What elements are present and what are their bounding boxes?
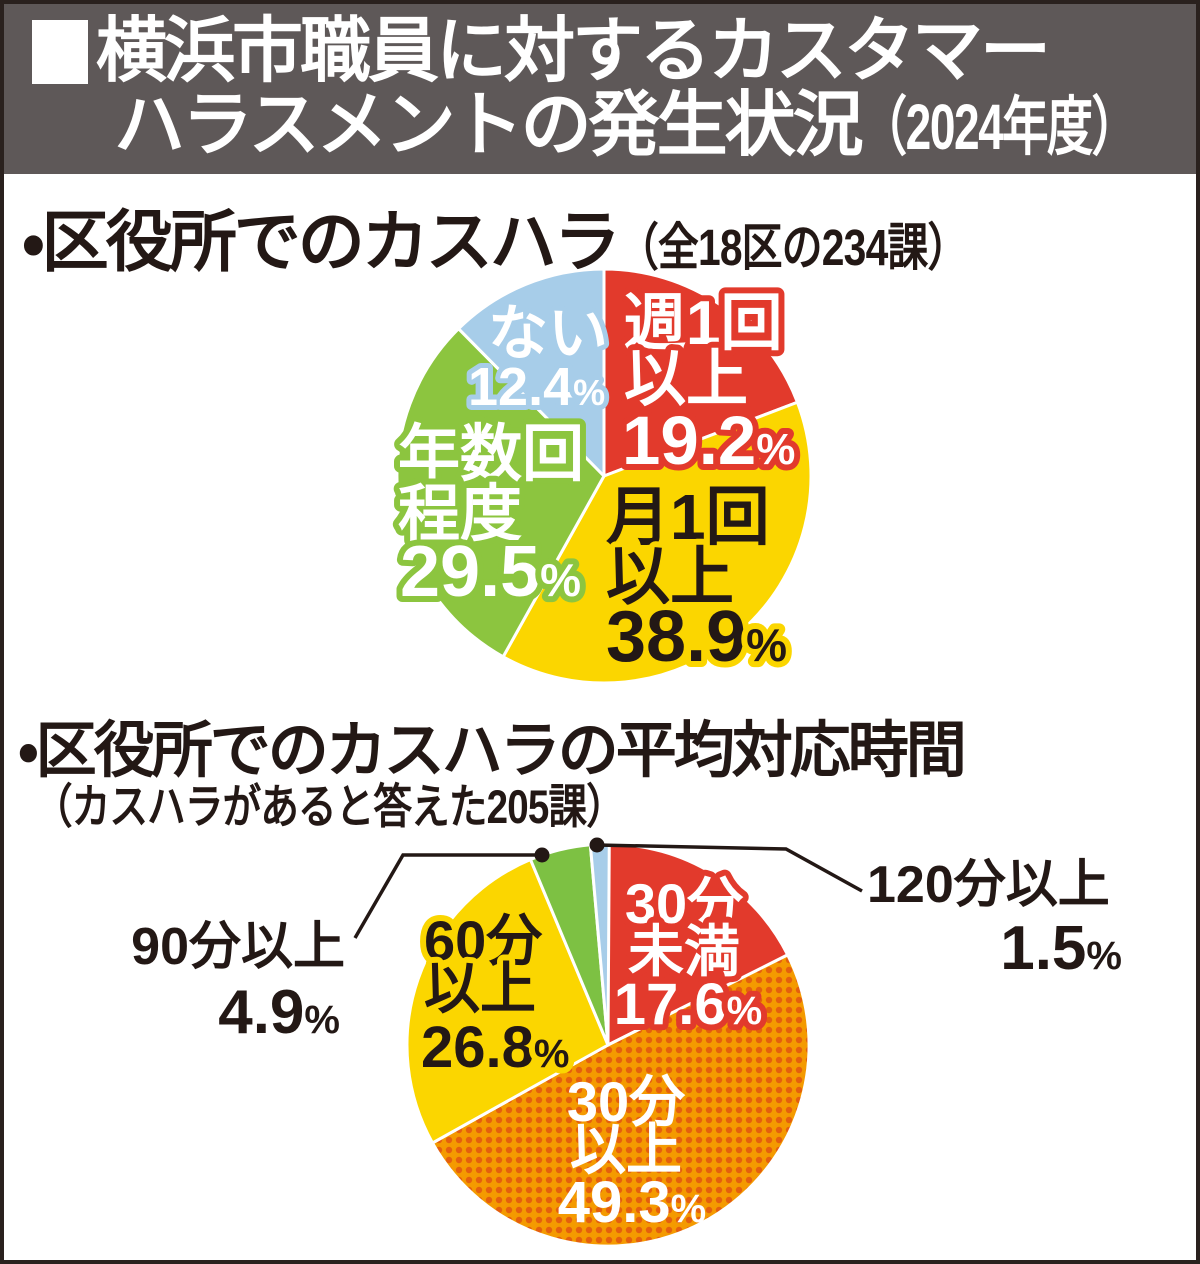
- pie2-label-over90: 90分以上 4.9%: [131, 918, 345, 1047]
- pie1-fewtimes-line1: 年数回: [398, 420, 584, 489]
- pie2-over30-line2: 以上: [570, 1118, 682, 1181]
- section2-title: ・区役所でのカスハラの平均対応時間: [18, 716, 967, 784]
- pie-slice-ない: [457, 267, 606, 478]
- leader-line-120min: [596, 843, 863, 893]
- pie2-label-over30: 30分 以上 49.3%: [558, 1070, 706, 1235]
- pie-slice-60分以上: [405, 858, 610, 1145]
- pie1-slices: [395, 267, 813, 685]
- pie1-monthly-line1: 月1回: [606, 481, 770, 553]
- pie1-none-pct: 12.4%: [468, 357, 605, 417]
- section2-heading: ・区役所でのカスハラの平均対応時間: [18, 700, 967, 789]
- pie1-monthly-line2: 以上: [606, 541, 734, 613]
- page-title-year: （2024年度）: [860, 91, 1138, 163]
- pie-slice-週1回以上: [602, 267, 799, 478]
- section1-title: ・区役所でのカスハラ: [22, 205, 621, 280]
- pie2-over60-line2: 以上: [424, 957, 536, 1020]
- header: 横浜市職員に対するカスタマー ハラスメントの発生状況 （2024年度）: [4, 4, 1196, 174]
- pie2-over60-line1: 60分: [424, 909, 543, 972]
- page-title-line1: 横浜市職員に対するカスタマー: [96, 12, 1051, 91]
- pie2-over30-pct: 49.3%: [558, 1170, 706, 1235]
- section2-note: （カスハラがあると答えた205課）: [34, 780, 625, 833]
- pie2-under30-pct: 17.6%: [614, 972, 762, 1037]
- section1-heading: ・区役所でのカスハラ （全18区の234課）: [22, 188, 1055, 285]
- leader-line-90min: [353, 853, 542, 939]
- pie1-fewtimes-line2: 程度: [398, 480, 522, 549]
- pie1-weekly-line1: 週1回: [624, 289, 782, 358]
- pie-slice-月1回以上: [501, 400, 813, 685]
- pie2-over90-pct: 4.9%: [218, 978, 340, 1047]
- pie-chart-response-time: 30分 未満 17.6% 30分 以上 49.3% 60分 以上 26.8% 9…: [131, 837, 1122, 1248]
- pie1-weekly-line2: 以上: [624, 345, 748, 414]
- square-bullet-icon: [32, 19, 88, 84]
- pie-slice-年数回程度: [395, 327, 606, 659]
- pie1-none-line1: ない: [488, 300, 608, 367]
- pie2-label-over120: 120分以上 1.5%: [867, 856, 1122, 983]
- pie2-over60-pct: 26.8%: [421, 1015, 569, 1080]
- leader-dot-90min: [534, 847, 550, 863]
- pie-chart-kasuhara-frequency: 週1回 以上 19.2% 月1回 以上 38.9% 年数回 程度 29.5% な…: [392, 267, 813, 685]
- page-title-line2: ハラスメントの発生状況: [114, 86, 864, 165]
- pie1-label-none: ない 12.4%: [463, 295, 613, 422]
- pie-slice-30分以上: [430, 953, 811, 1248]
- pie2-label-over60: 60分 以上 26.8%: [415, 903, 575, 1086]
- pie2-over120-pct: 1.5%: [1000, 914, 1122, 983]
- pie2-under30-line1: 30分: [625, 872, 744, 935]
- section1-note: （全18区の234課）: [617, 219, 968, 276]
- pie2-over30-line1: 30分: [567, 1070, 686, 1133]
- pie2-over90-label: 90分以上: [131, 918, 345, 976]
- pie1-fewtimes-pct: 29.5%: [400, 532, 581, 612]
- pie1-label-fewtimes: 年数回 程度 29.5%: [392, 414, 590, 618]
- header-line2: ハラスメントの発生状況 （2024年度）: [114, 86, 1196, 165]
- pie2-label-under30: 30分 未満 17.6%: [608, 866, 768, 1043]
- pie1-monthly-pct: 38.9%: [606, 597, 787, 677]
- pie1-weekly-pct: 19.2%: [622, 402, 795, 479]
- pie1-label-weekly: 週1回 以上 19.2%: [616, 283, 801, 485]
- pie2-under30-line2: 未満: [628, 920, 740, 983]
- pie1-label-monthly: 月1回 以上 38.9%: [600, 475, 793, 683]
- header-line1: 横浜市職員に対するカスタマー: [32, 12, 1051, 91]
- pie2-over120-label: 120分以上: [867, 856, 1110, 914]
- leader-dot-120min: [589, 837, 605, 853]
